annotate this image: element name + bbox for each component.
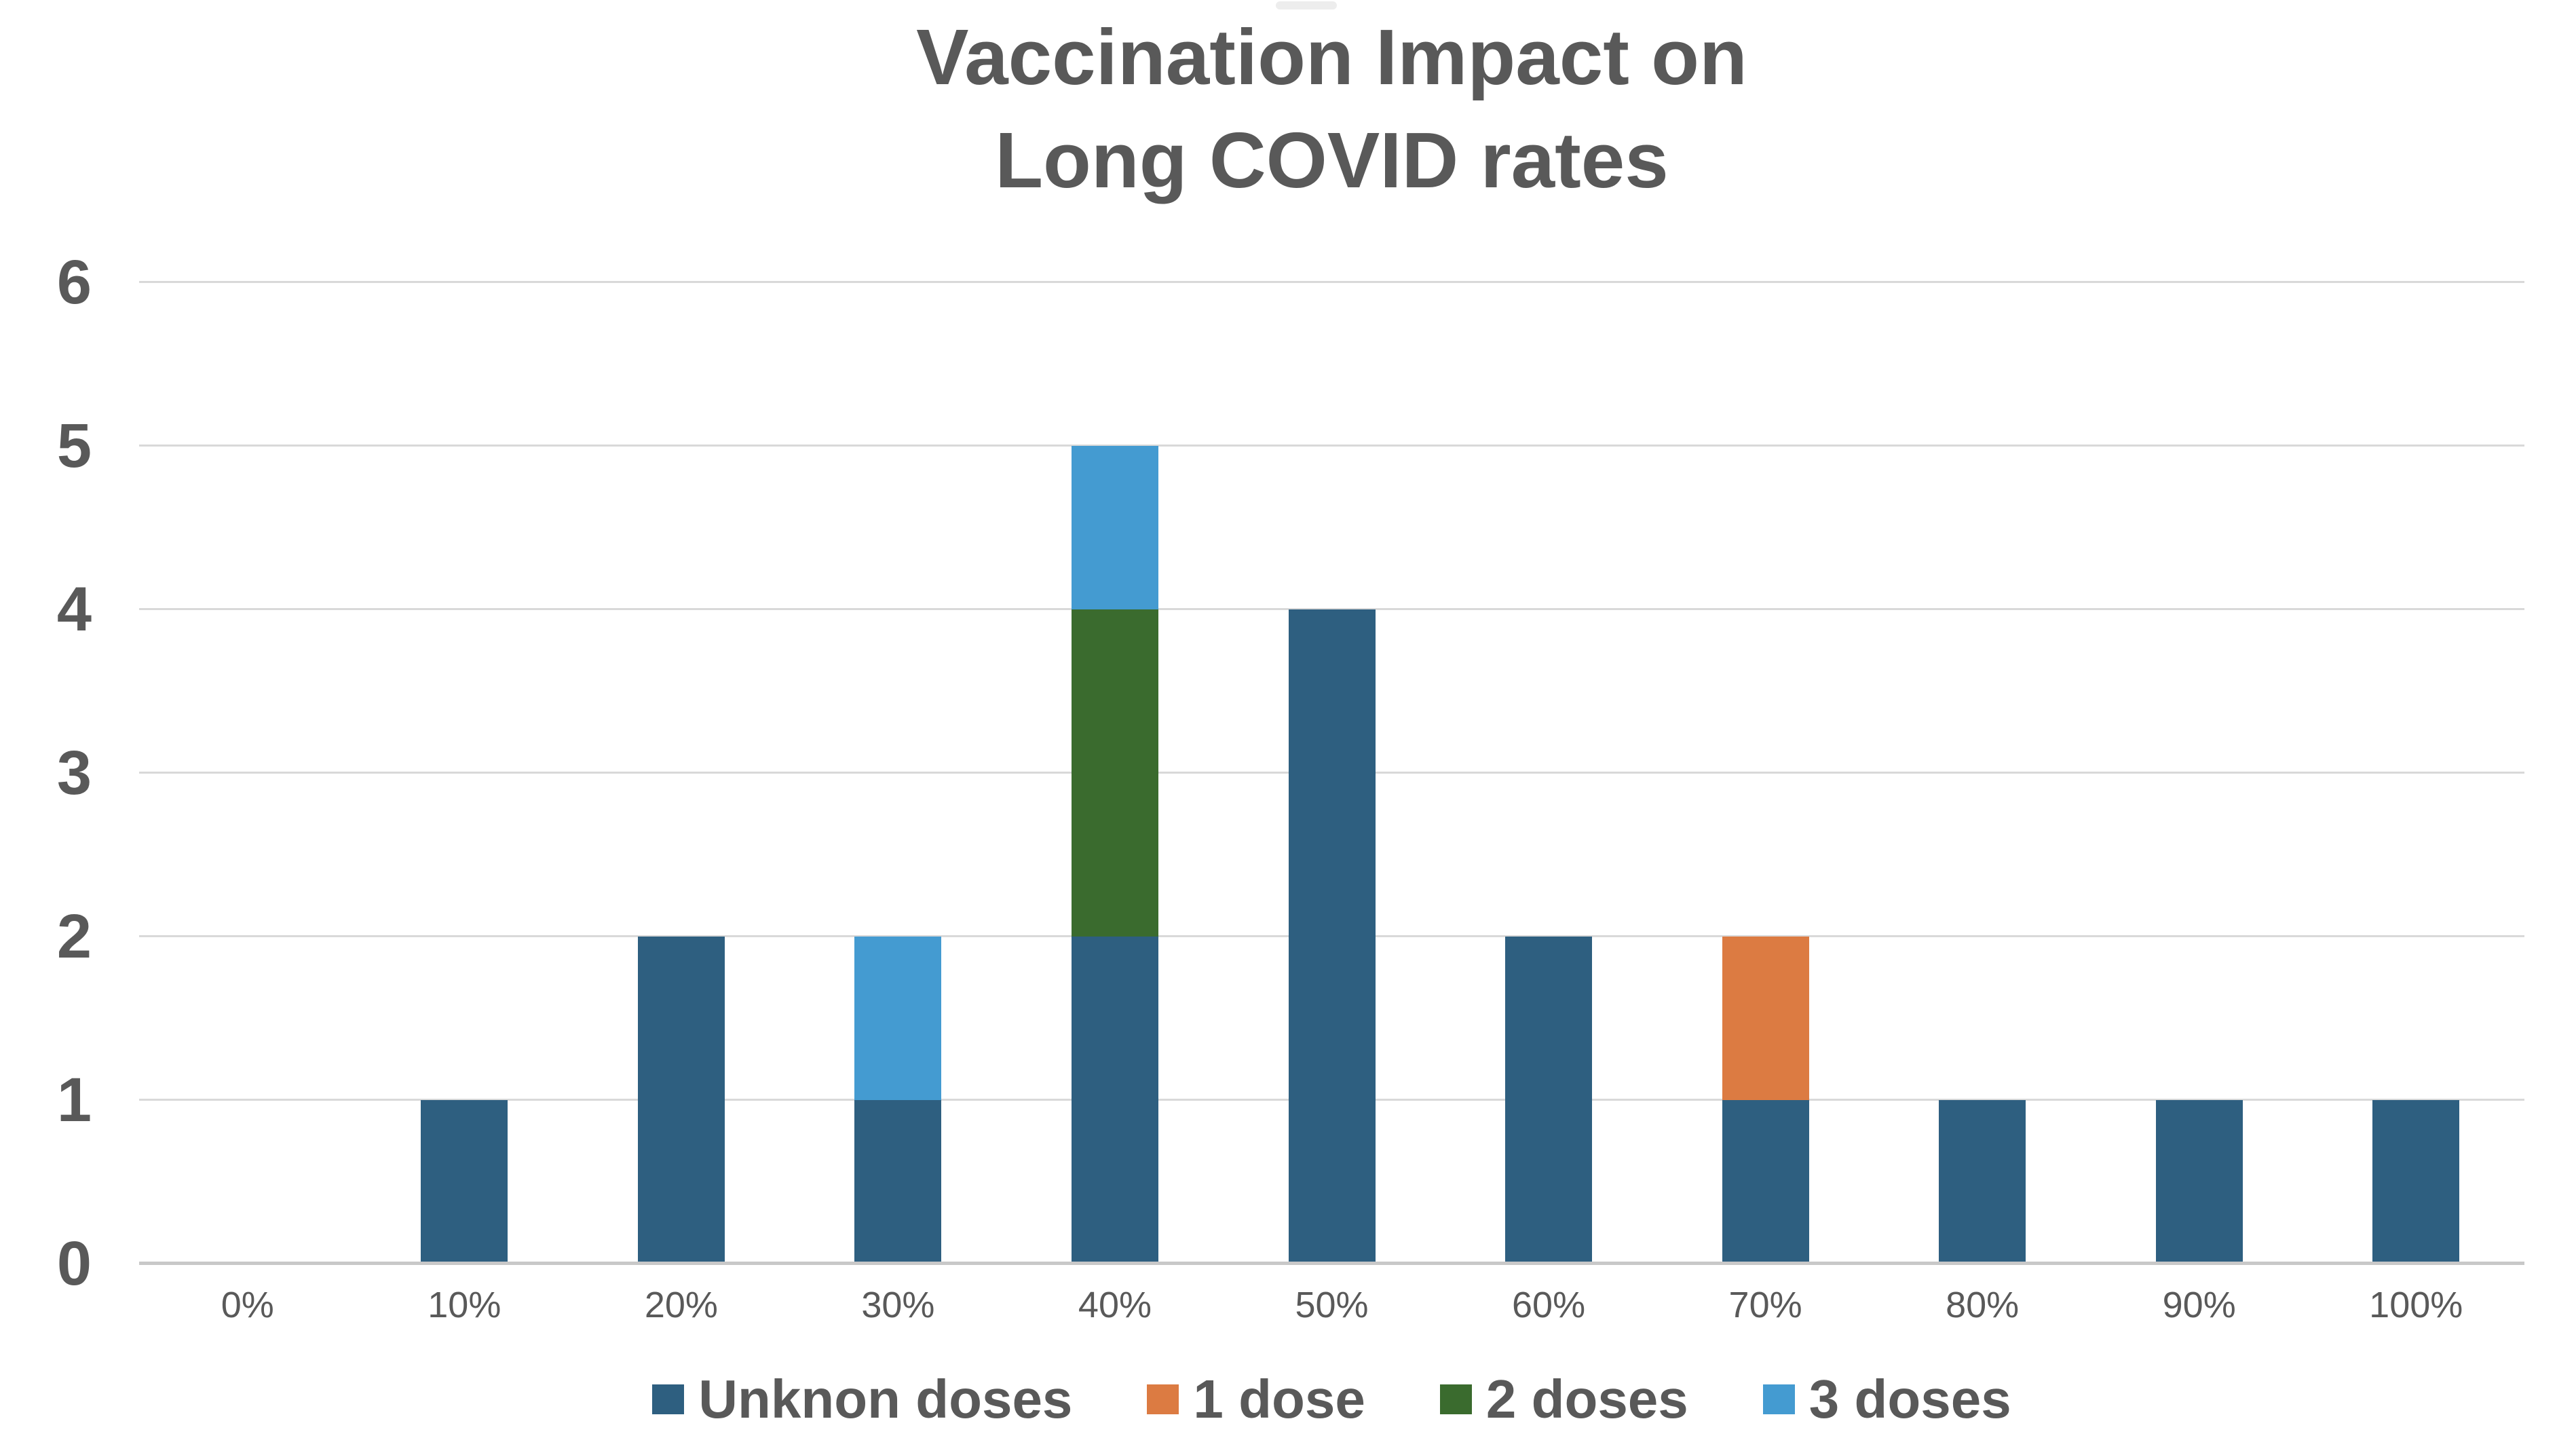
bar-stack-30% xyxy=(854,937,942,1264)
bar-columns xyxy=(139,282,2524,1264)
bar-stack-60% xyxy=(1505,937,1593,1264)
bar-segment-10%-unknon-doses xyxy=(421,1100,508,1264)
y-axis: 0 1 2 3 4 5 6 xyxy=(0,251,95,1295)
bar-stack-10% xyxy=(421,1100,508,1264)
bar-column-0% xyxy=(139,282,356,1264)
x-axis-tick-label-30%: 30% xyxy=(861,1285,935,1325)
x-axis-tick-label-100%: 100% xyxy=(2369,1285,2463,1325)
bar-segment-80%-unknon-doses xyxy=(1939,1100,2026,1264)
bar-segment-30%-unknon-doses xyxy=(854,1100,942,1264)
bar-segment-40%-2-doses xyxy=(1071,609,1158,937)
bar-segment-70%-1-dose xyxy=(1722,937,1809,1100)
bar-segment-20%-unknon-doses xyxy=(637,937,725,1264)
bar-stack-40% xyxy=(1071,446,1158,1264)
x-axis: 0% 10% 20% 30% 40% 50% 60% 70% 80% 90% 100% xyxy=(139,1281,2524,1329)
legend: Unknon doses 1 dose 2 doses 3 doses xyxy=(139,1369,2524,1429)
x-axis-tick-label-10%: 10% xyxy=(428,1285,501,1325)
bar-segment-30%-3-doses xyxy=(854,937,942,1100)
x-axis-tick-label-70%: 70% xyxy=(1728,1285,1802,1325)
legend-label-1-dose: 1 dose xyxy=(1193,1369,1365,1429)
bar-stack-70% xyxy=(1722,937,1809,1264)
legend-item-unknon-doses: Unknon doses xyxy=(652,1369,1072,1429)
bar-column-30% xyxy=(790,282,1007,1264)
y-axis-tick-label-0: 0 xyxy=(56,1229,92,1298)
legend-item-1-dose: 1 dose xyxy=(1147,1369,1365,1429)
bar-column-40% xyxy=(1006,282,1224,1264)
y-axis-tick-label-5: 5 xyxy=(56,411,92,480)
bar-segment-40%-unknon-doses xyxy=(1071,937,1158,1264)
y-axis-tick-label-4: 4 xyxy=(56,575,92,644)
bar-segment-50%-unknon-doses xyxy=(1288,609,1376,1264)
bar-stack-20% xyxy=(637,937,725,1264)
legend-item-2-doses: 2 doses xyxy=(1439,1369,1688,1429)
legend-item-3-doses: 3 doses xyxy=(1762,1369,2011,1429)
x-axis-tick-label-50%: 50% xyxy=(1295,1285,1369,1325)
chart-title-line-1: Vaccination Impact on xyxy=(916,13,1747,101)
bar-column-50% xyxy=(1224,282,1441,1264)
legend-swatch-1-dose xyxy=(1147,1384,1179,1414)
gridline-y-6 xyxy=(139,281,2524,283)
x-axis-tick-label-90%: 90% xyxy=(2162,1285,2236,1325)
y-axis-tick-label-3: 3 xyxy=(56,738,92,808)
bar-stack-90% xyxy=(2155,1100,2243,1264)
x-axis-tick-label-60%: 60% xyxy=(1512,1285,1586,1325)
plot-area xyxy=(139,281,2524,1265)
bar-column-20% xyxy=(573,282,790,1264)
bar-segment-100%-unknon-doses xyxy=(2372,1100,2460,1264)
chart-title-line-2: Long COVID rates xyxy=(995,116,1669,204)
bar-stack-80% xyxy=(1939,1100,2026,1264)
legend-swatch-3-doses xyxy=(1762,1384,1795,1414)
bar-column-10% xyxy=(356,282,573,1264)
y-axis-tick-label-6: 6 xyxy=(56,248,92,317)
bar-column-100% xyxy=(2307,282,2524,1264)
bar-segment-90%-unknon-doses xyxy=(2155,1100,2243,1264)
bar-column-70% xyxy=(1657,282,1874,1264)
x-axis-tick-label-40%: 40% xyxy=(1078,1285,1152,1325)
legend-label-2-doses: 2 doses xyxy=(1485,1369,1688,1429)
bar-stack-100% xyxy=(2372,1100,2460,1264)
x-axis-baseline xyxy=(139,1262,2524,1265)
x-axis-tick-label-0%: 0% xyxy=(221,1285,274,1325)
gridline-y-4 xyxy=(139,608,2524,610)
bar-segment-40%-3-doses xyxy=(1071,446,1158,609)
legend-swatch-unknon-doses xyxy=(652,1384,685,1414)
top-edge-artifact xyxy=(1276,1,1337,10)
legend-swatch-2-doses xyxy=(1439,1384,1472,1414)
y-axis-tick-label-1: 1 xyxy=(56,1065,92,1135)
bar-segment-60%-unknon-doses xyxy=(1505,937,1593,1264)
legend-label-unknon-doses: Unknon doses xyxy=(698,1369,1073,1429)
bar-column-60% xyxy=(1440,282,1657,1264)
gridline-y-5 xyxy=(139,445,2524,447)
chart-title: Vaccination Impact on Long COVID rates xyxy=(139,5,2524,212)
x-axis-tick-label-80%: 80% xyxy=(1946,1285,2020,1325)
bar-stack-50% xyxy=(1288,609,1376,1264)
bar-column-80% xyxy=(1874,282,2091,1264)
bar-segment-70%-unknon-doses xyxy=(1722,1100,1809,1264)
x-axis-tick-label-20%: 20% xyxy=(644,1285,718,1325)
bar-column-90% xyxy=(2091,282,2308,1264)
legend-label-3-doses: 3 doses xyxy=(1808,1369,2011,1429)
y-axis-tick-label-2: 2 xyxy=(56,902,92,971)
